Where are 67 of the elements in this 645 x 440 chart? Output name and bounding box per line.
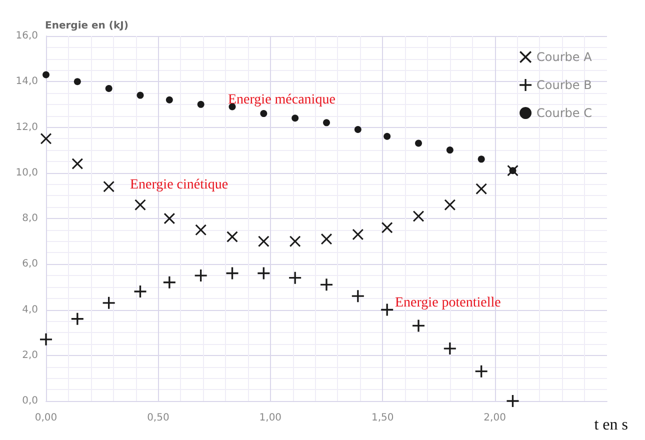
point xyxy=(292,114,299,122)
point xyxy=(446,146,454,154)
y-tick-label: 8,0 xyxy=(22,213,38,224)
y-tick-label: 12,0 xyxy=(16,122,38,133)
point xyxy=(320,278,332,291)
point xyxy=(163,276,176,288)
point xyxy=(352,290,364,302)
y-tick-label: 10,0 xyxy=(16,167,38,178)
point xyxy=(476,183,487,194)
annotation: Energie cinétique xyxy=(130,178,228,192)
point xyxy=(258,236,270,247)
point xyxy=(258,267,270,280)
y-tick-label: 6,0 xyxy=(22,258,38,270)
point xyxy=(103,181,114,192)
y-axis-title: Energie en (kJ) xyxy=(45,20,128,32)
point xyxy=(321,234,332,245)
y-tick-label: 16,0 xyxy=(16,30,38,42)
point xyxy=(164,213,175,224)
point xyxy=(444,199,456,210)
y-tick-label: 2,0 xyxy=(22,350,38,361)
point xyxy=(134,286,146,298)
point xyxy=(102,296,115,309)
point xyxy=(194,270,207,282)
point xyxy=(166,96,173,104)
point xyxy=(226,267,238,280)
annotation: Energie potentielle xyxy=(395,296,501,310)
point xyxy=(354,126,362,134)
point xyxy=(136,92,144,99)
point xyxy=(74,78,81,86)
point xyxy=(134,199,146,210)
y-tick-label: 4,0 xyxy=(22,304,38,316)
point xyxy=(323,119,330,126)
point xyxy=(289,272,302,284)
point xyxy=(260,110,268,118)
x-tick-label: 0,50 xyxy=(147,412,170,424)
point xyxy=(197,100,204,108)
legend-label: Courbe A xyxy=(536,50,593,64)
y-tick-label: 14,0 xyxy=(16,76,38,88)
point xyxy=(384,132,391,140)
point xyxy=(415,140,422,147)
point xyxy=(72,158,83,170)
point xyxy=(382,222,393,234)
x-axis-title: t en s xyxy=(594,416,628,434)
x-tick-label: 0,00 xyxy=(34,412,58,424)
point xyxy=(412,320,425,332)
point xyxy=(478,156,485,163)
point xyxy=(352,228,364,240)
x-tick-label: 1,00 xyxy=(259,412,282,424)
annotation: Energie mécanique xyxy=(228,92,336,108)
point xyxy=(105,84,112,92)
point xyxy=(42,71,50,78)
x-tick-label: 1,50 xyxy=(371,412,394,424)
point xyxy=(444,342,456,355)
point xyxy=(40,133,52,144)
point xyxy=(195,224,206,236)
point xyxy=(40,333,52,346)
x-tick-label: 2,00 xyxy=(484,412,506,424)
point xyxy=(413,210,424,222)
point xyxy=(381,304,394,316)
legend-label: Courbe B xyxy=(536,78,592,92)
point xyxy=(475,365,488,378)
point xyxy=(226,231,238,242)
point xyxy=(506,395,519,407)
legend-label: Courbe C xyxy=(536,106,592,120)
y-tick-label: 0,0 xyxy=(22,396,38,406)
point xyxy=(71,312,84,325)
point xyxy=(290,236,301,247)
